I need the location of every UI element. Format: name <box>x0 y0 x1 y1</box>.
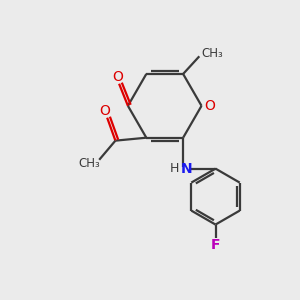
Text: H: H <box>170 162 180 175</box>
Text: O: O <box>112 70 123 84</box>
Text: F: F <box>211 238 220 252</box>
Text: N: N <box>181 162 193 176</box>
Text: CH₃: CH₃ <box>202 47 224 60</box>
Text: O: O <box>204 99 215 113</box>
Text: O: O <box>99 104 110 118</box>
Text: CH₃: CH₃ <box>78 157 100 170</box>
